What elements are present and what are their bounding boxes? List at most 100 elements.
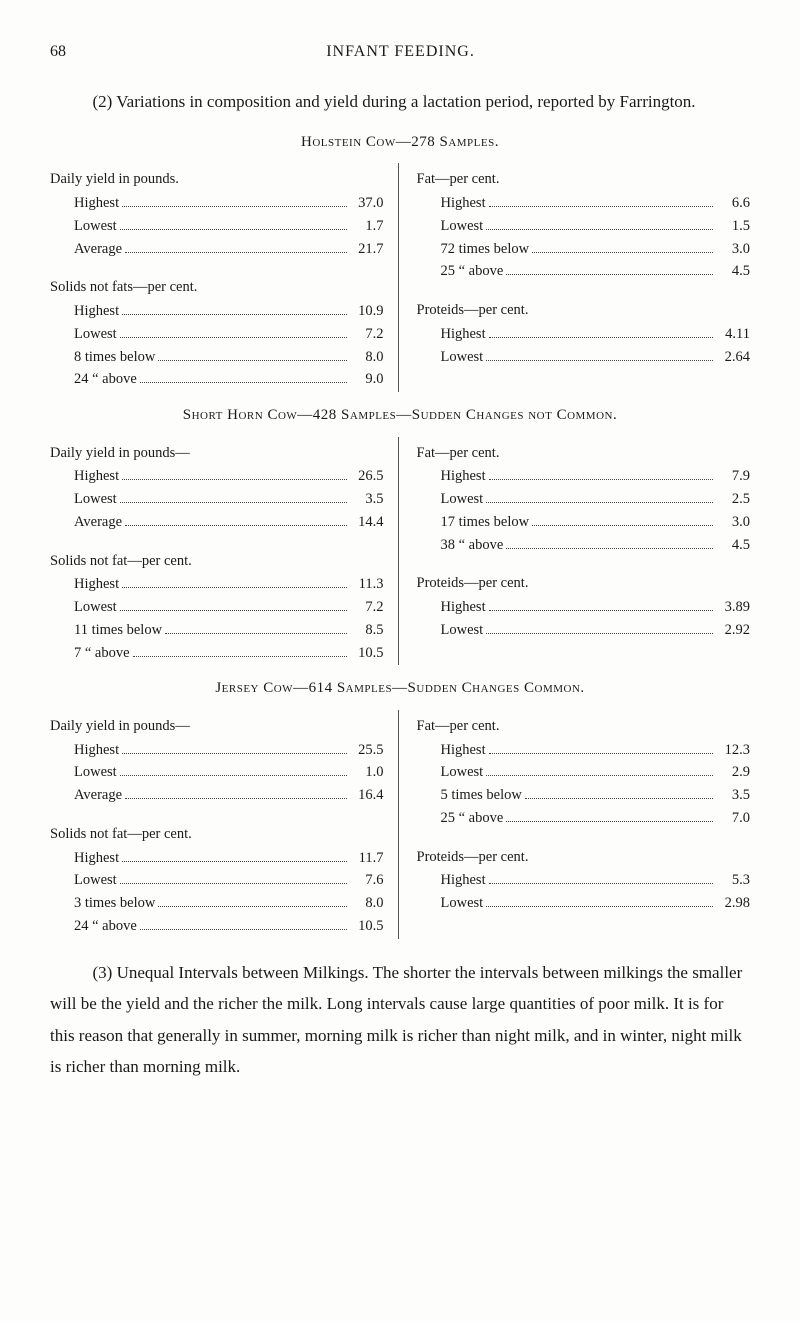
leader-dots xyxy=(486,360,713,361)
tables-container: Holstein Cow—278 Samples.Daily yield in … xyxy=(50,131,750,939)
data-row: Highest4.11 xyxy=(417,324,751,346)
column-right: Fat—per cent.Highest12.3Lowest2.95 times… xyxy=(417,710,751,939)
leader-dots xyxy=(489,479,713,480)
data-row: Highest7.9 xyxy=(417,466,751,488)
row-value: 8.5 xyxy=(350,620,384,642)
data-row: 3 times below8.0 xyxy=(50,893,384,915)
group-heading: Proteids—per cent. xyxy=(417,847,751,869)
leader-dots xyxy=(120,337,347,338)
row-label: Lowest xyxy=(74,870,117,892)
table-title: Jersey Cow—614 Samples—Sudden Changes Co… xyxy=(50,677,750,700)
row-label: Lowest xyxy=(441,216,484,238)
page-header: 68 INFANT FEEDING. 68 xyxy=(50,40,750,64)
data-row: Highest11.7 xyxy=(50,848,384,870)
row-value: 26.5 xyxy=(350,466,384,488)
data-row: 5 times below3.5 xyxy=(417,785,751,807)
row-label: 24 “ above xyxy=(74,369,137,391)
row-value: 2.98 xyxy=(716,893,750,915)
row-label: Lowest xyxy=(441,620,484,642)
leader-dots xyxy=(120,610,347,611)
row-value: 1.0 xyxy=(350,762,384,784)
data-row: 17 times below 3.0 xyxy=(417,512,751,534)
leader-dots xyxy=(486,775,713,776)
leader-dots xyxy=(140,929,347,930)
data-row: Average 16.4 xyxy=(50,785,384,807)
row-value: 1.5 xyxy=(716,216,750,238)
leader-dots xyxy=(489,206,713,207)
data-row: Lowest2.5 xyxy=(417,489,751,511)
data-row: 24 “ above10.5 xyxy=(50,916,384,938)
intro-paragraph: (2) Variations in composition and yield … xyxy=(50,88,750,117)
row-label: Average xyxy=(74,785,122,807)
row-label: Lowest xyxy=(74,324,117,346)
leader-dots xyxy=(122,861,346,862)
data-row: 7 “ above10.5 xyxy=(50,643,384,665)
row-label: 8 times below xyxy=(74,347,155,369)
data-row: Highest10.9 xyxy=(50,301,384,323)
row-value: 7.2 xyxy=(350,324,384,346)
row-value: 7.0 xyxy=(716,808,750,830)
leader-dots xyxy=(506,821,713,822)
group-spacer xyxy=(417,557,751,567)
row-label: Highest xyxy=(441,870,486,892)
leader-dots xyxy=(122,753,346,754)
leader-dots xyxy=(120,502,347,503)
data-row: Highest37.0 xyxy=(50,193,384,215)
row-label: 25 “ above xyxy=(441,261,504,283)
column-right: Fat—per cent.Highest6.6Lowest1.572 times… xyxy=(417,163,751,392)
leader-dots xyxy=(525,798,713,799)
row-value: 4.5 xyxy=(716,535,750,557)
group-heading: Proteids—per cent. xyxy=(417,573,751,595)
row-value: 16.4 xyxy=(350,785,384,807)
column-left: Daily yield in pounds.Highest37.0Lowest1… xyxy=(50,163,399,392)
row-label: Lowest xyxy=(441,347,484,369)
data-row: Lowest2.64 xyxy=(417,347,751,369)
row-value: 2.5 xyxy=(716,489,750,511)
row-label: Lowest xyxy=(74,216,117,238)
table-title: Short Horn Cow—428 Samples—Sudden Change… xyxy=(50,404,750,427)
leader-dots xyxy=(532,252,713,253)
row-label: Highest xyxy=(74,848,119,870)
two-column-table: Daily yield in pounds—Highest25.5 Lowest 1… xyxy=(50,710,750,939)
leader-dots xyxy=(158,360,346,361)
row-label: Lowest xyxy=(74,597,117,619)
column-left: Daily yield in pounds—Highest26.5Lowest3… xyxy=(50,437,399,666)
data-row: Highest6.6 xyxy=(417,193,751,215)
row-value: 10.5 xyxy=(350,643,384,665)
leader-dots xyxy=(486,502,713,503)
data-row: 11 times below8.5 xyxy=(50,620,384,642)
group-heading: Solids not fats—per cent. xyxy=(50,277,384,299)
leader-dots xyxy=(140,382,347,383)
column-left: Daily yield in pounds—Highest25.5 Lowest 1… xyxy=(50,710,399,939)
row-label: Average xyxy=(74,239,122,261)
leader-dots xyxy=(122,587,346,588)
leader-dots xyxy=(133,656,347,657)
group-heading: Daily yield in pounds— xyxy=(50,443,384,465)
data-row: Lowest7.6 xyxy=(50,870,384,892)
data-row: 25 “ above 4.5 xyxy=(417,261,751,283)
row-label: Highest xyxy=(74,301,119,323)
row-label: Lowest xyxy=(441,762,484,784)
data-row: Lowest1.7 xyxy=(50,216,384,238)
group-spacer xyxy=(50,535,384,545)
row-label: Highest xyxy=(441,193,486,215)
row-label: Highest xyxy=(441,324,486,346)
row-label: 17 times below xyxy=(441,512,530,534)
leader-dots xyxy=(125,525,346,526)
row-label: 38 “ above xyxy=(441,535,504,557)
row-value: 37.0 xyxy=(350,193,384,215)
row-value: 10.5 xyxy=(350,916,384,938)
row-value: 3.0 xyxy=(716,512,750,534)
data-row: Highest25.5 xyxy=(50,740,384,762)
leader-dots xyxy=(489,883,713,884)
row-value: 14.4 xyxy=(350,512,384,534)
group-spacer xyxy=(50,261,384,271)
row-label: Average xyxy=(74,512,122,534)
data-row: Highest12.3 xyxy=(417,740,751,762)
row-label: Highest xyxy=(74,740,119,762)
leader-dots xyxy=(489,753,713,754)
group-heading: Daily yield in pounds— xyxy=(50,716,384,738)
data-row: Average 14.4 xyxy=(50,512,384,534)
leader-dots xyxy=(486,633,713,634)
row-value: 4.5 xyxy=(716,261,750,283)
